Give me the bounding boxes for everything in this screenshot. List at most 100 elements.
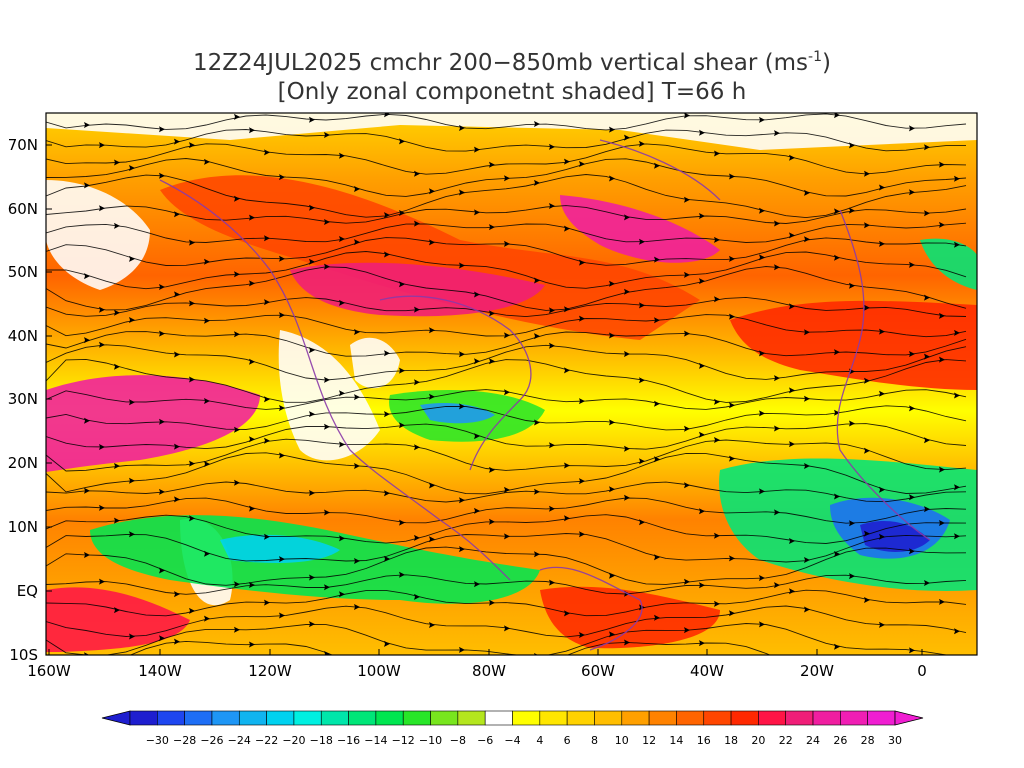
streamline-arrow bbox=[264, 235, 270, 242]
streamline-arrow bbox=[804, 395, 810, 402]
streamline-arrow bbox=[564, 367, 570, 374]
colorbar-swatch bbox=[238, 710, 267, 726]
streamline-arrow bbox=[489, 310, 495, 317]
streamline bbox=[46, 331, 967, 357]
streamline-arrow bbox=[579, 531, 585, 538]
colorbar-label: −14 bbox=[364, 734, 387, 747]
streamline-arrow bbox=[234, 271, 240, 278]
streamline-arrow bbox=[204, 398, 210, 404]
streamline-arrow bbox=[909, 548, 915, 555]
streamline-arrow bbox=[834, 349, 840, 356]
streamline-arrow bbox=[834, 551, 840, 557]
streamline-arrow bbox=[714, 296, 720, 303]
streamline-arrow bbox=[234, 426, 240, 433]
shear-map-panel bbox=[46, 113, 977, 655]
streamline bbox=[46, 623, 952, 655]
streamline-arrow bbox=[474, 507, 480, 514]
colorbar-swatch bbox=[758, 710, 787, 726]
streamline-arrow bbox=[129, 633, 135, 640]
colorbar-swatch bbox=[539, 710, 568, 726]
streamline-arrow bbox=[774, 509, 780, 516]
streamline-arrow bbox=[939, 520, 945, 526]
streamline bbox=[46, 481, 967, 503]
streamline-arrow bbox=[654, 554, 660, 561]
streamline-arrow bbox=[429, 188, 435, 195]
streamline-arrow bbox=[849, 573, 855, 580]
colorbar-swatch bbox=[512, 710, 541, 726]
streamline-arrow bbox=[564, 225, 570, 232]
streamline-arrow bbox=[174, 591, 180, 598]
streamline-arrow bbox=[99, 306, 105, 313]
streamline bbox=[46, 514, 967, 544]
streamline-arrow bbox=[474, 358, 480, 365]
streamline-arrow bbox=[624, 639, 630, 646]
streamline-arrow bbox=[324, 584, 330, 591]
streamline-arrow bbox=[834, 208, 840, 215]
streamline bbox=[46, 438, 967, 472]
colorbar-label: 12 bbox=[642, 734, 656, 747]
colorbar-label: 22 bbox=[779, 734, 793, 747]
streamline-arrow bbox=[609, 486, 615, 493]
streamline-arrow bbox=[699, 640, 705, 647]
streamlines bbox=[46, 113, 967, 655]
streamline-arrow bbox=[699, 362, 705, 369]
streamline bbox=[46, 589, 967, 617]
colorbar-label: −6 bbox=[477, 734, 493, 747]
streamline-arrow bbox=[654, 400, 660, 407]
streamline-arrow bbox=[924, 580, 930, 586]
streamline-arrow bbox=[909, 125, 915, 132]
coastline bbox=[599, 139, 721, 201]
streamline-arrow bbox=[579, 632, 585, 638]
streamline-arrow bbox=[864, 447, 870, 454]
streamline-arrow bbox=[579, 478, 585, 485]
colorbar-swatch bbox=[293, 710, 322, 726]
streamline-arrow bbox=[549, 307, 555, 314]
streamline-arrow bbox=[534, 179, 540, 186]
colorbar-label: 4 bbox=[536, 734, 543, 747]
colorbar-swatch bbox=[348, 710, 377, 726]
colorbar-swatch bbox=[730, 710, 759, 726]
streamline-arrow bbox=[579, 315, 585, 322]
streamline-arrow bbox=[864, 222, 870, 229]
streamline-arrow bbox=[579, 259, 585, 266]
streamline bbox=[46, 174, 967, 219]
streamline-arrow bbox=[189, 515, 195, 522]
streamline-arrow bbox=[789, 387, 795, 394]
streamline-arrow bbox=[264, 149, 270, 156]
streamline-arrow bbox=[864, 377, 870, 384]
streamline-arrow bbox=[954, 392, 960, 399]
streamline-arrow bbox=[384, 640, 390, 647]
colorbar-label: 24 bbox=[806, 734, 820, 747]
streamline-arrow bbox=[429, 239, 435, 246]
streamline-arrow bbox=[504, 486, 510, 493]
streamline-arrow bbox=[159, 418, 165, 425]
streamline-arrow bbox=[84, 122, 90, 128]
streamline-arrow bbox=[339, 535, 345, 542]
streamline-arrow bbox=[834, 113, 840, 119]
streamline-arrow bbox=[459, 262, 465, 269]
streamline-arrow bbox=[99, 444, 105, 450]
streamline-arrow bbox=[129, 531, 135, 538]
streamline-arrow bbox=[534, 121, 540, 127]
streamline-arrow bbox=[729, 313, 735, 320]
coastline bbox=[539, 566, 643, 651]
streamline-arrow bbox=[684, 196, 690, 203]
streamline-arrow bbox=[684, 113, 690, 119]
streamline-arrow bbox=[924, 353, 930, 360]
colorbar-label: −12 bbox=[392, 734, 415, 747]
streamline-arrow bbox=[759, 254, 765, 261]
streamline-arrow bbox=[939, 356, 945, 363]
streamline bbox=[46, 546, 967, 586]
lat-label: 10S bbox=[9, 646, 38, 664]
streamline-arrow bbox=[99, 142, 105, 149]
streamline-arrow bbox=[909, 494, 915, 501]
streamline-arrow bbox=[954, 628, 960, 635]
streamline-arrow bbox=[339, 441, 345, 448]
streamline-arrow bbox=[309, 411, 315, 418]
streamline-arrow bbox=[159, 284, 165, 290]
streamline bbox=[46, 205, 967, 224]
streamline-arrow bbox=[309, 574, 315, 581]
streamline-arrow bbox=[324, 509, 330, 516]
colorbar-swatch bbox=[157, 710, 185, 726]
